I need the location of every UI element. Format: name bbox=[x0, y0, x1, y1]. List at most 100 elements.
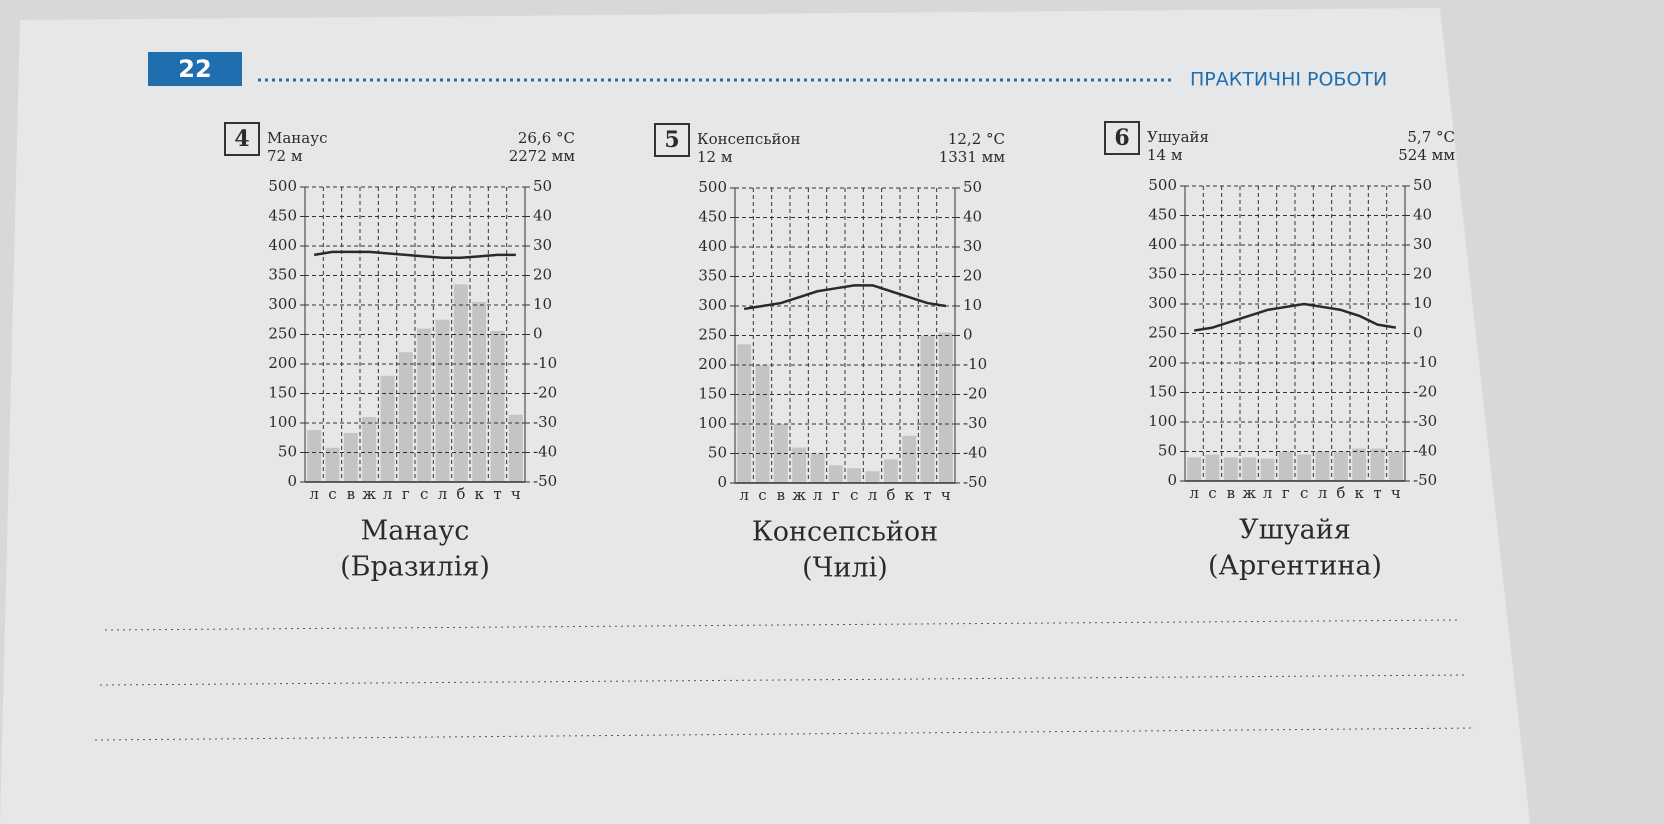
x-tick-label: л bbox=[739, 486, 749, 504]
x-tick-label: с bbox=[328, 485, 336, 503]
y-tick-label: 100 bbox=[268, 413, 297, 431]
y-tick-label: 50 bbox=[278, 443, 297, 461]
y-tick-label: 0 bbox=[717, 473, 727, 491]
x-tick-label: г bbox=[832, 486, 840, 504]
precipitation-bar bbox=[1315, 451, 1330, 481]
x-tick-label: с bbox=[850, 486, 858, 504]
y-tick-label: 350 bbox=[1148, 265, 1177, 283]
y2-tick-label: -30 bbox=[963, 414, 987, 432]
y-tick-label: 100 bbox=[1148, 412, 1177, 430]
precipitation-bar bbox=[1388, 451, 1403, 481]
page-number: 22 bbox=[178, 55, 211, 83]
y2-tick-label: -20 bbox=[533, 384, 557, 402]
y2-tick-label: -20 bbox=[1413, 383, 1437, 401]
y2-tick-label: 50 bbox=[1413, 176, 1432, 194]
total-precipitation: 1331 мм bbox=[939, 148, 1006, 166]
y-tick-label: 400 bbox=[698, 237, 727, 255]
x-tick-label: ч bbox=[1391, 484, 1401, 502]
y2-tick-label: 10 bbox=[963, 296, 982, 314]
y2-tick-label: 20 bbox=[533, 266, 552, 284]
precipitation-bar bbox=[737, 344, 752, 483]
y-tick-label: 500 bbox=[268, 177, 297, 195]
mean-temperature: 12,2 °С bbox=[948, 130, 1005, 148]
x-tick-label: г bbox=[402, 485, 410, 503]
precipitation-bar bbox=[508, 414, 523, 482]
precipitation-bar bbox=[865, 471, 880, 483]
x-tick-label: л bbox=[1318, 484, 1328, 502]
x-tick-label: б bbox=[456, 485, 465, 503]
answer-line bbox=[94, 727, 1476, 741]
precipitation-bar bbox=[490, 330, 505, 482]
temperature-line bbox=[313, 250, 516, 260]
precipitation-bar bbox=[343, 433, 358, 482]
x-tick-label: с bbox=[1208, 484, 1216, 502]
y2-tick-label: 20 bbox=[963, 267, 982, 285]
y2-tick-label: -30 bbox=[533, 413, 557, 431]
chart-number: 6 bbox=[1114, 125, 1129, 151]
x-tick-label: г bbox=[1282, 484, 1290, 502]
y-tick-label: 200 bbox=[268, 354, 297, 372]
page-number-box bbox=[148, 52, 242, 86]
temperature-line bbox=[1193, 302, 1397, 332]
precipitation-bar bbox=[1297, 454, 1312, 481]
y2-tick-label: 0 bbox=[533, 325, 543, 343]
precipitation-bar bbox=[453, 284, 468, 482]
y-tick-label: 350 bbox=[268, 266, 297, 284]
y-tick-label: 300 bbox=[1148, 294, 1177, 312]
mean-temperature: 5,7 °С bbox=[1407, 128, 1455, 146]
section-title: ПРАКТИЧНІ РОБОТИ bbox=[1190, 69, 1387, 91]
x-tick-label: б bbox=[886, 486, 895, 504]
temperature-line bbox=[743, 284, 947, 311]
y2-tick-label: 50 bbox=[963, 178, 982, 196]
y2-tick-label: 20 bbox=[1413, 265, 1432, 283]
elevation: 72 м bbox=[267, 147, 303, 165]
y2-tick-label: 40 bbox=[963, 208, 982, 226]
precipitation-bar bbox=[1278, 451, 1293, 481]
number-box bbox=[1104, 121, 1140, 155]
y2-tick-label: 0 bbox=[1413, 324, 1423, 342]
y-tick-label: 150 bbox=[268, 384, 297, 402]
y-tick-label: 350 bbox=[698, 267, 727, 285]
number-box bbox=[654, 123, 690, 157]
chart-number: 5 bbox=[664, 127, 679, 153]
x-tick-label: л bbox=[438, 485, 448, 503]
x-tick-label: л bbox=[1263, 484, 1273, 502]
precipitation-bar bbox=[1260, 458, 1275, 481]
x-tick-label: с bbox=[1300, 484, 1308, 502]
y-tick-label: 50 bbox=[1158, 442, 1177, 460]
y-tick-label: 500 bbox=[698, 178, 727, 196]
precipitation-bar bbox=[1223, 457, 1238, 481]
precipitation-bar bbox=[472, 302, 487, 482]
mean-temperature: 26,6 °С bbox=[518, 129, 575, 147]
y-tick-label: 200 bbox=[698, 355, 727, 373]
y2-tick-label: 30 bbox=[1413, 235, 1432, 253]
x-tick-label: с bbox=[420, 485, 428, 503]
x-tick-label: ж bbox=[792, 486, 806, 504]
y-tick-label: 0 bbox=[287, 472, 297, 490]
precipitation-bar bbox=[847, 468, 862, 483]
y-tick-label: 50 bbox=[708, 444, 727, 462]
precipitation-bar bbox=[883, 459, 898, 483]
y2-tick-label: 30 bbox=[533, 236, 552, 254]
y-tick-label: 400 bbox=[268, 236, 297, 254]
y-tick-label: 100 bbox=[698, 414, 727, 432]
y-tick-label: 400 bbox=[1148, 235, 1177, 253]
y2-tick-label: 10 bbox=[1413, 294, 1432, 312]
y2-tick-label: 30 bbox=[963, 237, 982, 255]
x-tick-label: л bbox=[868, 486, 878, 504]
total-precipitation: 524 мм bbox=[1398, 146, 1455, 164]
y2-tick-label: -50 bbox=[963, 473, 987, 491]
precipitation-bar bbox=[1352, 448, 1367, 481]
x-tick-label: в bbox=[1227, 484, 1235, 502]
chart-title: Консепсьйон bbox=[752, 517, 938, 548]
y-tick-label: 250 bbox=[268, 325, 297, 343]
x-tick-label: к bbox=[904, 486, 914, 504]
precipitation-bar bbox=[1187, 457, 1202, 481]
x-tick-label: т bbox=[493, 485, 501, 503]
y-tick-label: 0 bbox=[1167, 471, 1177, 489]
chart-title: Манаус bbox=[361, 516, 470, 547]
answer-line bbox=[104, 619, 1461, 631]
x-tick-label: к bbox=[474, 485, 484, 503]
